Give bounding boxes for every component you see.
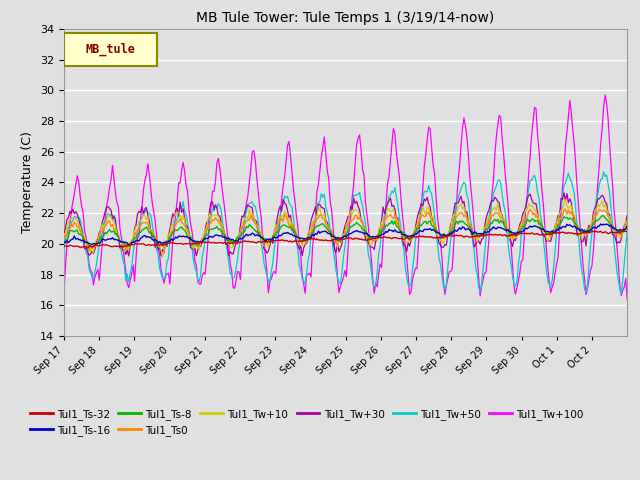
Text: MB_tule: MB_tule	[86, 43, 136, 56]
Y-axis label: Temperature (C): Temperature (C)	[22, 132, 35, 233]
Title: MB Tule Tower: Tule Temps 1 (3/19/14-now): MB Tule Tower: Tule Temps 1 (3/19/14-now…	[196, 11, 495, 25]
FancyBboxPatch shape	[64, 34, 157, 66]
Legend: Tul1_Ts-32, Tul1_Ts-16, Tul1_Ts-8, Tul1_Ts0, Tul1_Tw+10, Tul1_Tw+30, Tul1_Tw+50,: Tul1_Ts-32, Tul1_Ts-16, Tul1_Ts-8, Tul1_…	[30, 409, 584, 436]
